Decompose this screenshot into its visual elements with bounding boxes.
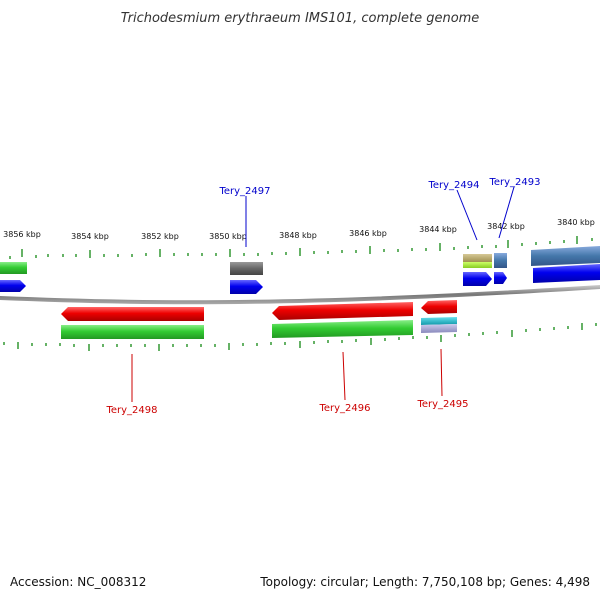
scale-label: 3842 kbp: [487, 222, 525, 231]
scale-label: 3846 kbp: [349, 229, 387, 238]
gene-label-tery-2493[interactable]: Tery_2493: [488, 177, 540, 188]
gene-tery-2493-arrow[interactable]: [494, 272, 507, 284]
gene-label-tery-2498[interactable]: Tery_2498: [105, 405, 157, 416]
gene-blue-right[interactable]: [533, 264, 600, 283]
gene-tery-2495-cyan[interactable]: [421, 317, 457, 325]
leader-tery-2494: [456, 189, 478, 241]
gene-label-tery-2496[interactable]: Tery_2496: [318, 403, 370, 414]
gene-tery-2495-arrow[interactable]: [421, 300, 457, 314]
scale-label: 3856 kbp: [3, 230, 41, 239]
scale-label: 3848 kbp: [279, 231, 317, 240]
gene-steel-right[interactable]: [531, 246, 600, 266]
genome-summary-text: Topology: circular; Length: 7,750,108 bp…: [259, 575, 590, 589]
scale-labels: 3856 kbp 3854 kbp 3852 kbp 3850 kbp 3848…: [3, 218, 595, 241]
leader-lines: [131, 186, 515, 402]
leader-tery-2493: [498, 186, 515, 239]
gene-blue-left[interactable]: [0, 280, 26, 292]
gene-tery-2497-box[interactable]: [230, 262, 263, 275]
gene-label-tery-2495[interactable]: Tery_2495: [416, 399, 468, 410]
gene-green-left[interactable]: [0, 262, 27, 274]
gene-tery-2494-lime[interactable]: [463, 262, 492, 268]
genome-backbone: [0, 285, 600, 305]
reverse-genes: [61, 300, 457, 339]
gene-tery-2494-box[interactable]: [463, 254, 492, 262]
gene-tery-2498-box[interactable]: [61, 325, 204, 339]
inner-tick-ring: [3, 323, 597, 351]
gene-labels: Tery_2497 Tery_2494 Tery_2493 Tery_2498 …: [105, 177, 540, 416]
gene-tery-2496-box[interactable]: [272, 320, 413, 338]
gene-label-tery-2497[interactable]: Tery_2497: [218, 186, 270, 197]
scale-label: 3840 kbp: [557, 218, 595, 227]
scale-label: 3852 kbp: [141, 232, 179, 241]
scale-label: 3850 kbp: [209, 232, 247, 241]
gene-tery-2496-arrow[interactable]: [272, 302, 413, 320]
gene-tery-2494-arrow[interactable]: [463, 272, 492, 286]
leader-tery-2496: [342, 351, 346, 401]
leader-tery-2495: [440, 348, 443, 397]
gene-tery-2495-lavender[interactable]: [421, 324, 457, 333]
scale-label: 3854 kbp: [71, 232, 109, 241]
gene-label-tery-2494[interactable]: Tery_2494: [427, 180, 479, 191]
forward-genes: [0, 246, 600, 294]
gene-tery-2493-box[interactable]: [494, 253, 507, 268]
gene-tery-2498-arrow[interactable]: [61, 307, 204, 321]
scale-label: 3844 kbp: [419, 225, 457, 234]
map-title: Trichodesmium erythraeum IMS101, complet…: [121, 11, 480, 26]
outer-tick-ring: [9, 236, 593, 259]
accession-text: Accession: NC_008312: [10, 575, 146, 589]
gene-tery-2497-arrow[interactable]: [230, 280, 263, 294]
